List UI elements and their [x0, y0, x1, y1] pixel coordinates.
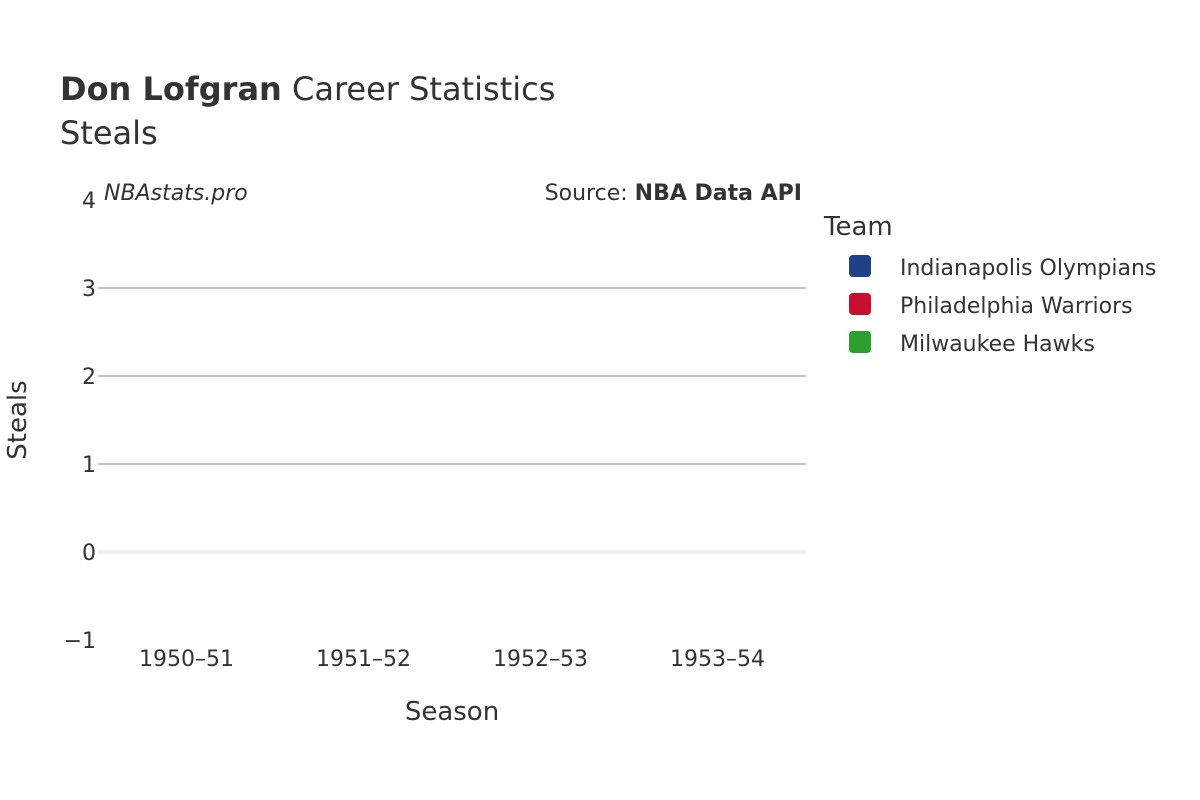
- y-tick-label: 4: [82, 189, 96, 214]
- chart-title: Don Lofgran Career Statistics: [60, 68, 555, 110]
- source-prefix: Source:: [545, 181, 635, 206]
- gridlines: [98, 287, 806, 554]
- legend-title: Team: [823, 212, 893, 242]
- chart-subtitle: Steals: [60, 114, 158, 152]
- y-axis-ticks: −1 0 1 2 3 4: [64, 189, 96, 654]
- y-tick-label: 1: [82, 453, 96, 478]
- source-name: NBA Data API: [635, 181, 802, 206]
- watermark: NBAstats.pro: [104, 181, 248, 206]
- x-tick-label: 1951–52: [316, 647, 411, 672]
- legend-swatch[interactable]: [849, 255, 871, 277]
- title-rest: Career Statistics: [292, 70, 556, 108]
- player-name: Don Lofgran: [60, 70, 282, 108]
- legend-swatch[interactable]: [849, 331, 871, 353]
- legend-label[interactable]: Indianapolis Olympians: [900, 256, 1156, 281]
- x-tick-label: 1953–54: [670, 647, 765, 672]
- y-tick-label: 2: [82, 365, 96, 390]
- x-tick-label: 1952–53: [493, 647, 588, 672]
- x-axis-title: Season: [405, 697, 499, 727]
- y-tick-label: −1: [64, 629, 96, 654]
- legend-label[interactable]: Milwaukee Hawks: [900, 332, 1095, 357]
- legend-swatch[interactable]: [849, 293, 871, 315]
- x-tick-label: 1950–51: [139, 647, 234, 672]
- x-axis-ticks: 1950–51 1951–52 1952–53 1953–54: [139, 647, 765, 672]
- y-tick-label: 0: [82, 541, 96, 566]
- y-tick-label: 3: [82, 277, 96, 302]
- legend-label[interactable]: Philadelphia Warriors: [900, 294, 1133, 319]
- y-axis-title: Steals: [3, 380, 33, 459]
- source-credit: Source: NBA Data API: [545, 181, 802, 206]
- legend: Indianapolis Olympians Philadelphia Warri…: [849, 255, 1156, 357]
